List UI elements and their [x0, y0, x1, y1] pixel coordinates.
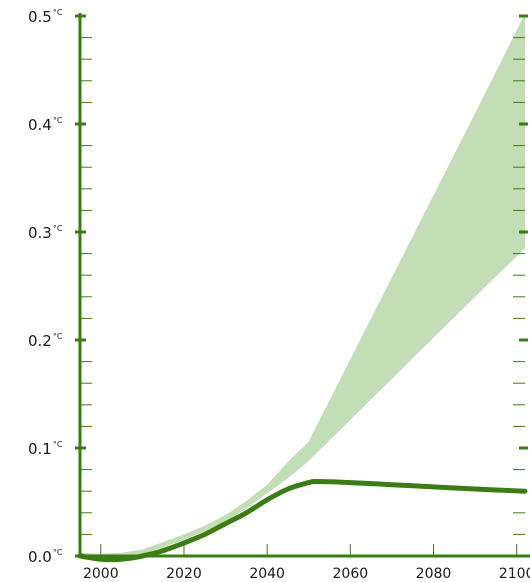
y-tick-label: 0.0°C	[28, 548, 63, 566]
y-tick-label: 0.3°C	[28, 224, 63, 242]
tick-labels: 0.0°C 0.1°C 0.2°C 0.3°C 0.4°C 0.5°C 2000 2020 20…	[28, 8, 530, 582]
y-tick-label: 0.1°C	[28, 440, 63, 458]
x-tick-label: 2100	[499, 566, 530, 582]
y-tick-label: 0.4°C	[28, 116, 63, 134]
y-tick-label: 0.5°C	[28, 8, 63, 26]
uncertainty-band-layer	[80, 13, 525, 557]
uncertainty-band	[80, 13, 525, 557]
y-tick-label: 0.2°C	[28, 332, 63, 350]
x-tick-label: 2040	[249, 566, 285, 582]
projection-line-layer	[77, 478, 528, 563]
x-tick-label: 2060	[333, 566, 369, 582]
x-tick-label: 2080	[416, 566, 452, 582]
axes	[75, 13, 530, 558]
x-tick-label: 2020	[166, 566, 202, 582]
central-projection-line	[77, 478, 528, 563]
x-tick-label: 2000	[83, 566, 119, 582]
